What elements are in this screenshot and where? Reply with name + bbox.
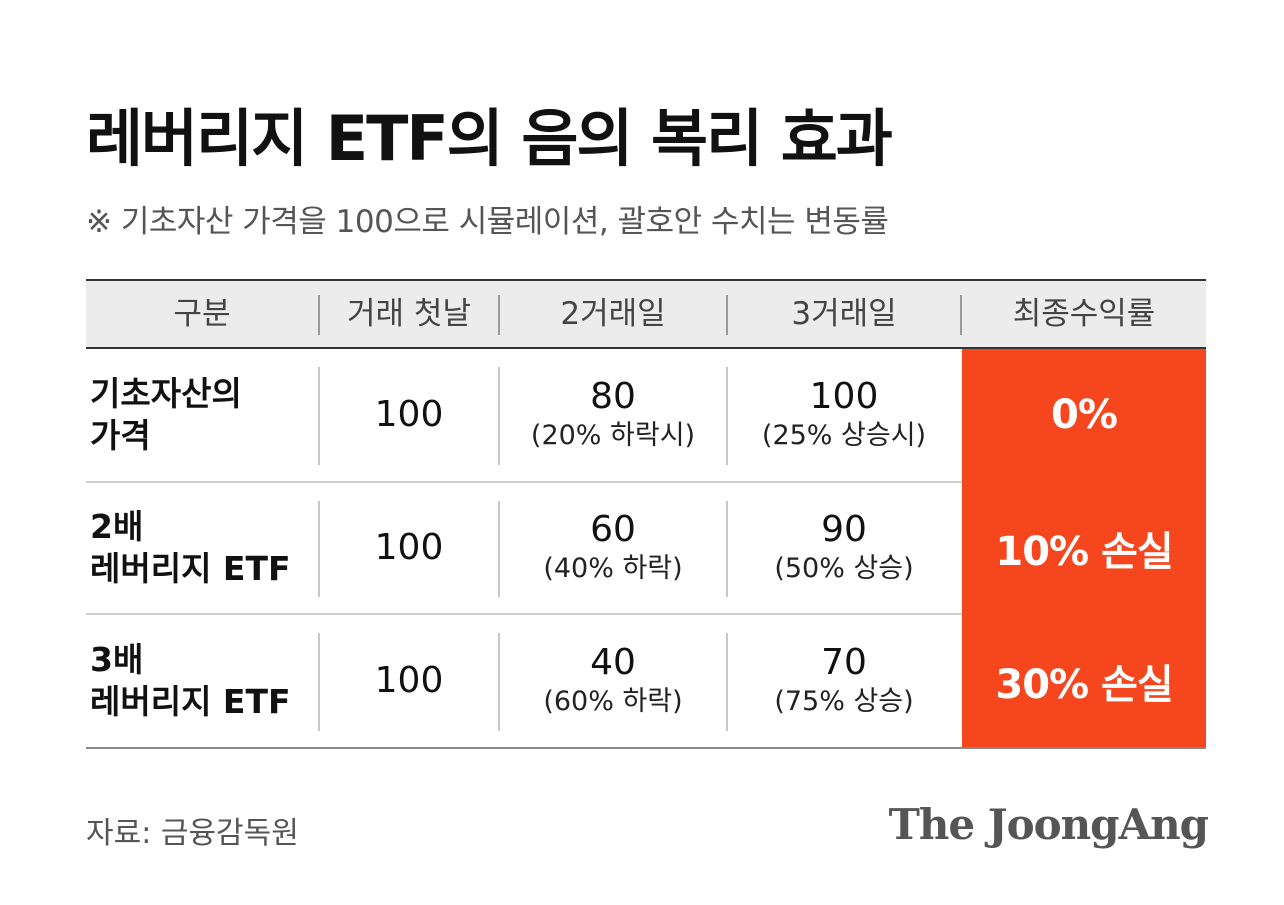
day3-cell: 100 (25% 상승시)	[728, 349, 960, 481]
row-label-line1: 2배	[90, 507, 144, 546]
column-divider	[318, 633, 320, 731]
day3-cell: 70 (75% 상승)	[728, 615, 960, 747]
header-divider	[498, 295, 500, 335]
table-header: 구분 거래 첫날 2거래일 3거래일 최종수익률	[86, 279, 1206, 349]
day2-change: (60% 하락)	[543, 686, 683, 717]
day1-value: 100	[374, 527, 444, 568]
day2-change: (20% 하락시)	[530, 420, 696, 451]
column-divider	[726, 501, 728, 597]
column-divider	[318, 367, 320, 465]
comparison-table: 구분 거래 첫날 2거래일 3거래일 최종수익률 기초자산의 가격 100 80…	[86, 279, 1206, 749]
row-label: 기초자산의 가격	[90, 349, 316, 481]
row-label: 3배 레버리지 ETF	[90, 615, 316, 747]
page-title: 레버리지 ETF의 음의 복리 효과	[86, 102, 893, 175]
day1-value: 100	[374, 660, 444, 701]
day3-value: 90	[821, 509, 867, 550]
header-day1: 거래 첫날	[347, 296, 471, 332]
column-divider	[498, 501, 500, 597]
column-divider	[318, 501, 320, 597]
day2-cell: 60 (40% 하락)	[500, 483, 726, 613]
final-return-value: 10% 손실	[995, 529, 1173, 575]
final-return-highlight	[962, 483, 1206, 617]
row-label-line1: 3배	[90, 640, 144, 679]
row-label-line1: 기초자산의	[90, 374, 242, 413]
column-divider	[726, 367, 728, 465]
day2-value: 80	[590, 376, 636, 417]
day2-value: 60	[590, 509, 636, 550]
table-row: 3배 레버리지 ETF 100 40 (60% 하락) 70 (75% 상승) …	[86, 615, 1206, 749]
day3-change: (50% 상승)	[774, 553, 914, 584]
header-category: 구분	[173, 296, 231, 332]
day3-cell: 90 (50% 상승)	[728, 483, 960, 613]
column-divider	[498, 367, 500, 465]
final-return-value: 0%	[1051, 392, 1118, 438]
day3-change: (75% 상승)	[774, 686, 914, 717]
table-row: 기초자산의 가격 100 80 (20% 하락시) 100 (25% 상승시) …	[86, 349, 1206, 485]
brand-logo: The JoongAng	[888, 800, 1209, 849]
day2-cell: 80 (20% 하락시)	[500, 349, 726, 481]
header-divider	[726, 295, 728, 335]
day2-change: (40% 하락)	[543, 553, 683, 584]
column-divider	[726, 633, 728, 731]
header-final-return: 최종수익률	[1012, 296, 1156, 332]
column-divider	[498, 633, 500, 731]
final-return-value: 30% 손실	[995, 662, 1173, 708]
table-row: 2배 레버리지 ETF 100 60 (40% 하락) 90 (50% 상승) …	[86, 483, 1206, 617]
row-label-line2: 레버리지 ETF	[90, 682, 291, 721]
row-label-line2: 가격	[90, 416, 151, 455]
header-divider	[318, 295, 320, 335]
row-label-line2: 레버리지 ETF	[90, 549, 291, 588]
day3-value: 70	[821, 642, 867, 683]
day3-value: 100	[809, 376, 879, 417]
final-return-highlight	[962, 349, 1206, 485]
day1-value: 100	[374, 394, 444, 435]
header-day3: 3거래일	[791, 296, 897, 332]
header-divider	[960, 295, 962, 335]
header-day2: 2거래일	[560, 296, 666, 332]
final-return-highlight	[962, 615, 1206, 747]
source-credit: 자료: 금융감독원	[86, 816, 299, 851]
day2-cell: 40 (60% 하락)	[500, 615, 726, 747]
day2-value: 40	[590, 642, 636, 683]
page-subtitle: ※ 기초자산 가격을 100으로 시뮬레이션, 괄호안 수치는 변동률	[86, 204, 889, 240]
row-label: 2배 레버리지 ETF	[90, 483, 316, 613]
day3-change: (25% 상승시)	[761, 420, 927, 451]
